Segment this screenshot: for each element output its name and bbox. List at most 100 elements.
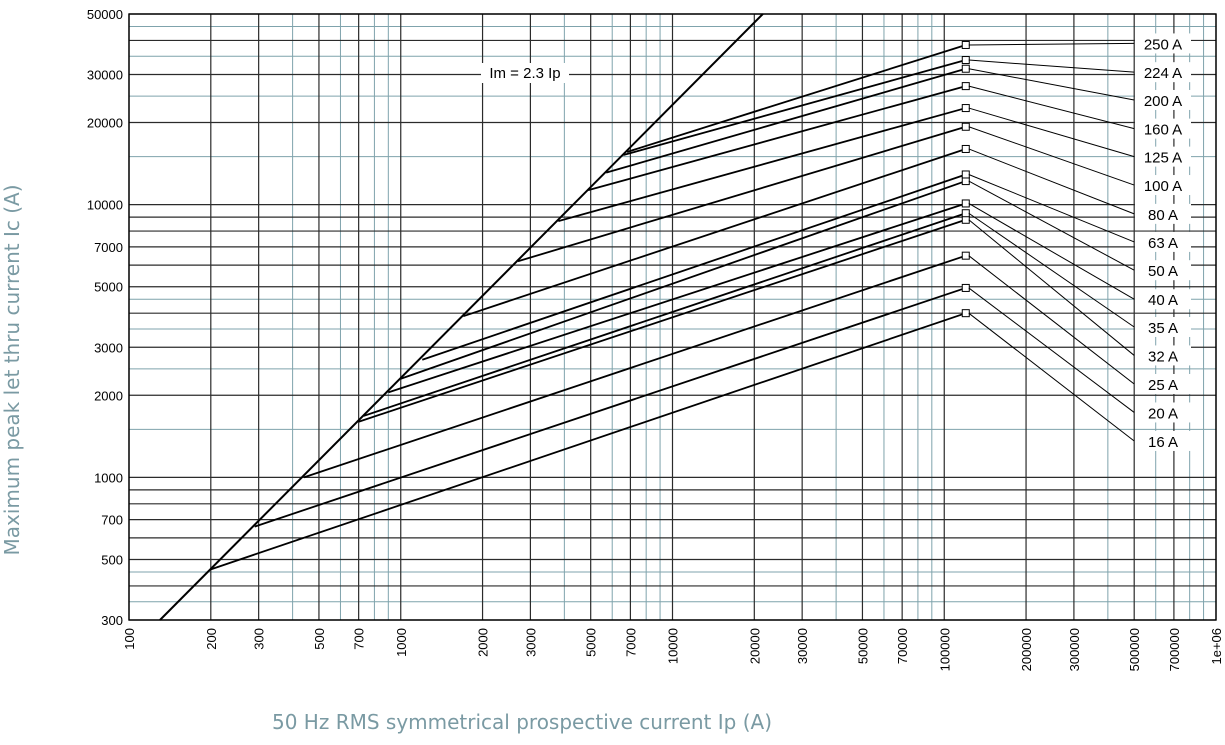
series-end-marker (961, 64, 970, 73)
label-leader (968, 126, 1135, 186)
series-line (210, 312, 967, 571)
y-tick-label: 300 (101, 613, 123, 628)
series-label-bg (1135, 203, 1191, 224)
series-line (358, 218, 967, 423)
series-label-bg (1135, 231, 1191, 252)
series-layer (159, 13, 970, 621)
series-end-marker (961, 215, 970, 224)
labels-layer: Im = 2.3 Ip 250 A 224 A 200 A 160 A 125 A 100 … (481, 33, 1191, 451)
series-line (517, 125, 967, 263)
x-axis-title: 50 Hz RMS symmetrical prospective curren… (272, 710, 772, 734)
series-label-bg (1135, 89, 1191, 110)
series-label-bg (1135, 345, 1191, 366)
y-tick-label: 5000 (94, 280, 123, 295)
label-leader (968, 219, 1135, 356)
series-label: 20 A (1148, 405, 1178, 422)
series-label-bg (1135, 430, 1191, 451)
series-line (605, 67, 967, 174)
x-tick-label: 70000 (895, 628, 910, 664)
series-end-marker (961, 251, 970, 260)
grid-major (128, 13, 1217, 621)
y-tick-label: 2000 (94, 388, 123, 403)
series-line (363, 212, 967, 417)
label-leader (968, 255, 1135, 385)
series-end-marker (961, 144, 970, 153)
series-line (421, 173, 967, 361)
series-end-marker (961, 82, 970, 91)
plot-frame (128, 13, 1217, 621)
series-label-bg (1135, 316, 1191, 337)
series-label: 40 A (1148, 292, 1178, 309)
limit-label-bg (481, 63, 569, 83)
x-tick-label: 50000 (855, 628, 870, 664)
label-leader (968, 287, 1135, 413)
series-line (400, 180, 967, 380)
x-tick-label: 2000 (476, 628, 491, 657)
series-line (626, 44, 967, 153)
series-label: 50 A (1148, 263, 1178, 280)
series-label: 80 A (1148, 207, 1178, 224)
y-tick-label: 500 (101, 552, 123, 567)
series-label: 100 A (1144, 178, 1182, 195)
y-axis-title: Maximum peak let thru current Ic (A) (0, 185, 24, 556)
x-tick-label: 30000 (795, 628, 810, 664)
y-tick-label: 7000 (94, 240, 123, 255)
y-tick-label: 1000 (94, 470, 123, 485)
x-tick-label: 500000 (1127, 628, 1142, 671)
series-end-marker (961, 104, 970, 113)
y-tick-label: 700 (101, 513, 123, 528)
series-end-marker (961, 283, 970, 292)
x-tick-label: 1000 (394, 628, 409, 657)
x-tick-label: 200 (204, 628, 219, 650)
series-line (588, 85, 967, 192)
series-line (463, 148, 967, 318)
x-tick-label: 200000 (1019, 628, 1034, 671)
y-tick-label: 50000 (87, 7, 123, 22)
series-label-bg (1135, 175, 1191, 196)
series-label: 250 A (1144, 36, 1182, 53)
x-tick-label: 300000 (1067, 628, 1082, 671)
series-label: 16 A (1148, 434, 1178, 451)
series-label: 160 A (1144, 122, 1182, 139)
x-tick-label: 1e+06 (1209, 628, 1224, 665)
limit-line-label: Im = 2.3 Ip (489, 65, 560, 82)
label-leader (968, 85, 1135, 130)
series-line (388, 202, 967, 394)
label-leader (968, 212, 1135, 328)
x-tick-label: 20000 (747, 628, 762, 664)
y-tick-label: 20000 (87, 116, 123, 131)
label-leader (968, 68, 1135, 101)
series-label-bg (1135, 402, 1191, 423)
y-tick-label: 10000 (87, 198, 123, 213)
label-leader (968, 107, 1135, 158)
series-line (303, 254, 967, 479)
label-leader (968, 59, 1135, 73)
x-tick-label: 100 (122, 628, 137, 650)
x-tick-label: 10000 (666, 628, 681, 664)
label-leader (968, 174, 1135, 243)
series-label: 63 A (1148, 235, 1178, 252)
series-label-bg (1135, 146, 1191, 167)
series-end-marker (961, 199, 970, 208)
series-label-bg (1135, 289, 1191, 310)
series-label: 32 A (1148, 348, 1178, 365)
x-tick-label: 300 (252, 628, 267, 650)
label-leader (968, 42, 1135, 46)
series-end-marker (961, 40, 970, 49)
series-line (623, 59, 967, 156)
series-label: 25 A (1148, 377, 1178, 394)
y-tick-label: 30000 (87, 68, 123, 83)
label-leader (968, 312, 1135, 442)
series-label-bg (1135, 373, 1191, 394)
series-end-marker (961, 209, 970, 218)
x-tick-label: 3000 (523, 628, 538, 657)
x-tick-label: 700000 (1167, 628, 1182, 671)
series-label-bg (1135, 260, 1191, 281)
x-tick-label: 500 (312, 628, 327, 650)
y-tick-label: 3000 (94, 340, 123, 355)
series-line (254, 287, 967, 528)
series-end-marker (961, 170, 970, 179)
series-end-marker (961, 56, 970, 65)
